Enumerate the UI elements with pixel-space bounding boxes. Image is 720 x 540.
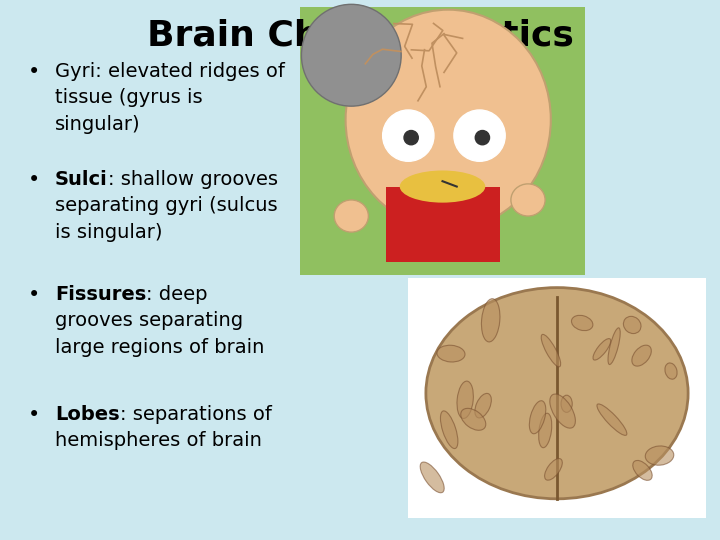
Text: is singular): is singular) xyxy=(55,223,163,242)
Text: : deep: : deep xyxy=(146,285,208,304)
Text: •: • xyxy=(28,405,40,425)
Bar xyxy=(385,186,500,261)
Ellipse shape xyxy=(572,315,593,330)
Text: •: • xyxy=(28,62,40,82)
Ellipse shape xyxy=(632,345,652,366)
Ellipse shape xyxy=(346,10,551,229)
Text: tissue (gyrus is: tissue (gyrus is xyxy=(55,89,202,107)
Ellipse shape xyxy=(550,394,575,428)
Ellipse shape xyxy=(561,395,572,413)
Circle shape xyxy=(382,110,434,161)
Ellipse shape xyxy=(593,339,611,360)
Ellipse shape xyxy=(597,404,627,435)
Text: grooves separating: grooves separating xyxy=(55,312,243,330)
Text: separating gyri (sulcus: separating gyri (sulcus xyxy=(55,197,278,215)
Ellipse shape xyxy=(645,446,674,465)
Ellipse shape xyxy=(420,462,444,493)
Ellipse shape xyxy=(539,413,552,448)
Text: Gyri: elevated ridges of: Gyri: elevated ridges of xyxy=(55,62,285,81)
Text: large regions of brain: large regions of brain xyxy=(55,338,264,357)
Text: Lobes: Lobes xyxy=(55,405,120,424)
Text: : shallow grooves: : shallow grooves xyxy=(108,170,278,189)
Bar xyxy=(300,7,585,275)
Ellipse shape xyxy=(400,171,485,202)
Bar xyxy=(408,278,706,518)
Ellipse shape xyxy=(482,299,500,342)
Ellipse shape xyxy=(511,184,545,216)
Text: Fissures: Fissures xyxy=(55,285,146,304)
Ellipse shape xyxy=(461,408,486,430)
Ellipse shape xyxy=(426,288,688,499)
Text: Sulci: Sulci xyxy=(55,170,108,189)
Ellipse shape xyxy=(665,363,677,379)
Ellipse shape xyxy=(441,411,458,449)
Ellipse shape xyxy=(633,461,652,481)
Text: singular): singular) xyxy=(55,115,140,134)
Text: : separations of: : separations of xyxy=(120,405,271,424)
Ellipse shape xyxy=(457,381,473,418)
Ellipse shape xyxy=(475,394,491,418)
Ellipse shape xyxy=(541,334,561,367)
Ellipse shape xyxy=(544,458,562,480)
Ellipse shape xyxy=(437,345,465,362)
Text: hemispheres of brain: hemispheres of brain xyxy=(55,431,262,450)
Circle shape xyxy=(404,131,418,145)
Ellipse shape xyxy=(624,316,641,334)
Ellipse shape xyxy=(608,328,620,364)
Ellipse shape xyxy=(302,4,401,106)
Text: •: • xyxy=(28,285,40,305)
Ellipse shape xyxy=(334,200,369,232)
Text: Brain Characteristics: Brain Characteristics xyxy=(147,18,573,52)
Ellipse shape xyxy=(529,401,546,434)
Circle shape xyxy=(475,131,490,145)
Circle shape xyxy=(454,110,505,161)
Text: •: • xyxy=(28,170,40,190)
